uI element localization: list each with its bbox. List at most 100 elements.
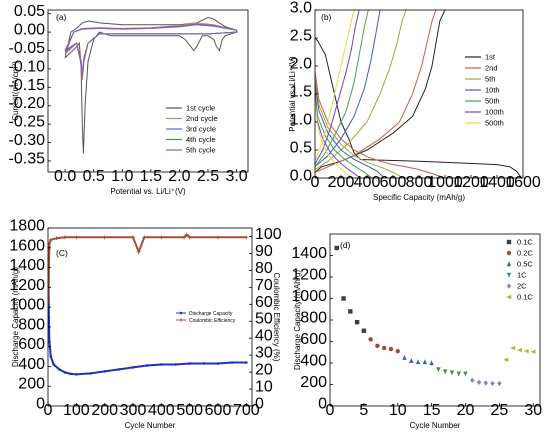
point-d-1-0: [368, 337, 373, 342]
point-d-3-4: [463, 371, 468, 377]
x-tick-label-b: 1400: [479, 174, 515, 191]
legend-label-b-0: 1st: [485, 53, 496, 62]
y-tick-label-c: 400: [18, 356, 45, 373]
x-tick-label-a: 1.0: [111, 168, 133, 185]
y-tick-label-a: -0.20: [9, 95, 46, 112]
x-tick-label-b: 1000: [427, 174, 463, 191]
legend-marker-d-3: [506, 272, 512, 278]
series-line-c-1: [48, 233, 247, 305]
point-d-2-4: [429, 360, 434, 366]
x-tick-label-b: 1200: [453, 174, 489, 191]
legend-marker-c-1: [179, 318, 183, 322]
y-tick-label-d: 0: [318, 396, 327, 413]
x-tick-label-a: 0.0: [54, 168, 76, 185]
legend-marker-d-5: [506, 294, 512, 300]
y-tick-label-a: -0.15: [9, 77, 46, 94]
legend-b: 1st 2nd 5th 10th 50th 100th 500th: [465, 53, 504, 128]
y-tick-label-a: -0.25: [9, 114, 46, 131]
plot-area-d: [334, 245, 536, 387]
y-tick-label-a: -0.30: [9, 132, 46, 149]
series-charge-line-b-4: [315, 10, 369, 168]
y2-tick-label-c: 60: [255, 294, 273, 311]
y-axis-label-c: Discharge Capacity (mAh/g): [11, 267, 20, 367]
y-tick-label-a: -0.35: [9, 150, 46, 167]
y-tick-label-c: 1200: [9, 277, 45, 294]
x-tick-label-a: 0.5: [83, 168, 105, 185]
y-tick-label-c: 200: [18, 376, 45, 393]
x-tick-label-a: 2.5: [197, 168, 219, 185]
y-tick-label-d: 800: [300, 310, 327, 327]
panel-label-b: (b): [321, 12, 332, 22]
point-d-2-1: [409, 358, 414, 364]
panel-label-a: (a): [56, 12, 67, 22]
point-d-5-2: [516, 347, 522, 353]
x-tick-label-b: 400: [354, 174, 381, 191]
x-tick-label-c: 100: [63, 402, 90, 419]
legend-label-a-4: 5th cycle: [186, 146, 216, 155]
plot-area-b: [315, 10, 523, 178]
y-tick-label-b: 0.0: [290, 168, 312, 185]
series-line-b-3: [315, 82, 385, 178]
point-d-3-0: [436, 367, 441, 373]
x-axis-label-d: Cycle Number: [410, 421, 461, 430]
legend-label-d-0: 0.1C: [517, 238, 533, 247]
series-line-b-4: [315, 88, 373, 178]
x-tick-label-c: 400: [148, 402, 175, 419]
point-d-0-4: [361, 328, 367, 333]
y-axis-label-d: Discharge Capacity (mAh/g): [293, 270, 302, 370]
y-tick-label-c: 800: [18, 316, 45, 333]
y-tick-label-d: 1000: [291, 288, 327, 305]
y2-tick-label-c: 30: [255, 345, 273, 362]
point-d-1-4: [395, 348, 400, 354]
y-axis-label-b: Potential vs. Li/Li⁺(V): [288, 56, 297, 132]
point-d-3-2: [449, 370, 455, 376]
y-tick-label-c: 1400: [9, 257, 45, 274]
plot-area-c: [48, 232, 249, 376]
legend-label-c-0: Discharge Capacity: [189, 311, 233, 317]
y-tick-label-b: 1.5: [290, 84, 312, 101]
point-d-3-3: [456, 371, 461, 377]
point-d-5-0: [503, 357, 509, 362]
point-d-2-3: [422, 359, 428, 365]
series-line-b-1: [315, 71, 446, 178]
x-tick-label-c: 200: [91, 402, 118, 419]
legend-label-b-6: 500th: [485, 119, 504, 128]
x-tick-label-c: 600: [205, 402, 232, 419]
point-d-2-0: [402, 354, 407, 360]
series-charge-line-b-1: [315, 10, 437, 173]
legend-label-b-5: 100th: [485, 108, 504, 117]
point-d-1-1: [375, 343, 380, 348]
point-d-5-3: [523, 348, 529, 354]
y-tick-label-c: 1600: [9, 237, 45, 254]
point-d-4-2: [483, 380, 489, 386]
legend-label-c-1: Coulombic Efficiency: [189, 318, 236, 324]
panel-label-d: (d): [340, 240, 351, 250]
point-d-0-3: [354, 319, 360, 325]
series-line-b-5: [315, 93, 361, 178]
y-tick-label-a: -0.05: [9, 40, 46, 57]
point-d-1-2: [381, 345, 387, 351]
y-tick-label-d: 400: [300, 353, 327, 370]
legend-marker-d-0: [506, 239, 512, 245]
legend-label-a-2: 3rd cycle: [186, 125, 216, 134]
panel-a: 0.0 0.5 1.0 1.5 2.0 2.5 3.0 0.05 0.00-0.05-0.10 -…: [9, 3, 249, 196]
point-d-5-4: [530, 349, 536, 354]
y-tick-label-c: 0: [36, 396, 45, 413]
y2-tick-label-c: 40: [255, 328, 273, 345]
x-tick-label-d: 0: [326, 402, 335, 419]
plot-area-a: [64, 16, 238, 154]
y-tick-label-d: 1400: [291, 245, 327, 262]
x-axis-label-b: Specific Capacity (mAh/g): [373, 193, 465, 202]
legend-label-a-3: 4th cycle: [186, 135, 216, 144]
y-tick-label-c: 1800: [9, 218, 45, 235]
x-tick-label-c: 700: [233, 402, 260, 419]
plot-frame-d: [329, 233, 541, 407]
y2-axis-label-c: Coulombic Efficiency (%): [272, 273, 281, 362]
panel-c: 0 100 200 300 400 500 600 700020040060080010001…: [9, 218, 281, 431]
y-tick-label-b: 2.0: [290, 56, 312, 73]
y-tick-label-b: 0.5: [290, 140, 312, 157]
y2-tick-label-c: 50: [255, 311, 273, 328]
